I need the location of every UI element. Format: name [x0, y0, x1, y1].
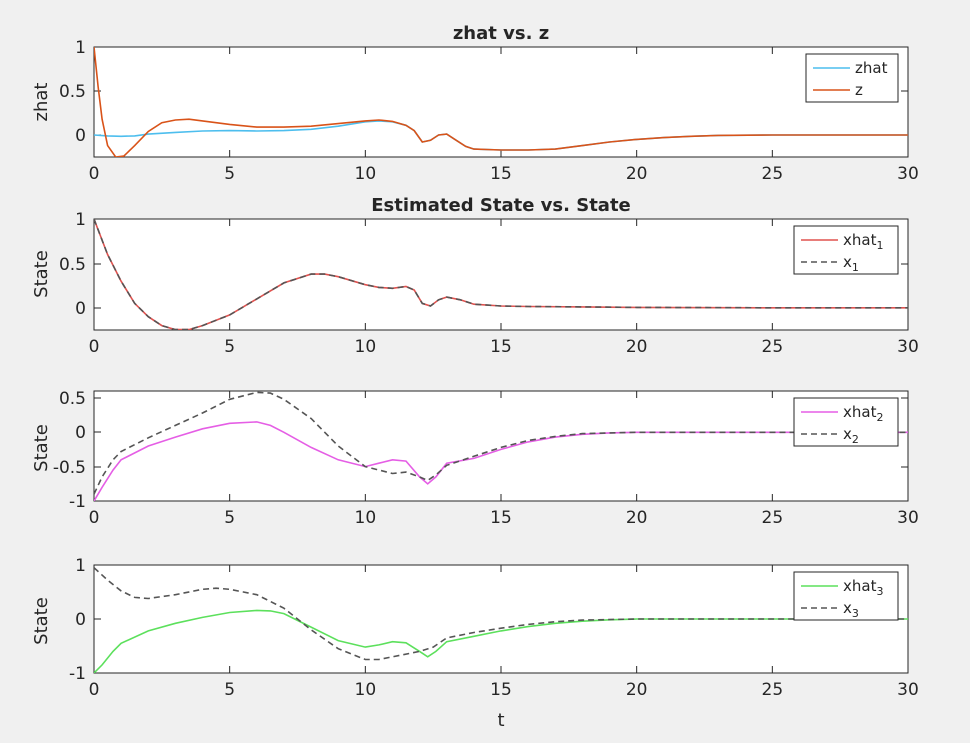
- legend-label: xhat2: [843, 403, 883, 424]
- y-tick-label: 0: [75, 126, 86, 146]
- y-tick-label: 0: [75, 299, 86, 319]
- x-tick-label: 20: [626, 164, 648, 184]
- chart-title: Estimated State vs. State: [371, 195, 631, 216]
- y-tick-label: -0.5: [53, 458, 86, 478]
- y-tick-label: 0.5: [59, 389, 86, 409]
- axes-box: [93, 390, 909, 502]
- legend-box: [805, 53, 899, 103]
- y-axis-label: State: [31, 250, 52, 298]
- x-tick-label: 15: [490, 164, 512, 184]
- y-tick-label: -1: [69, 664, 86, 684]
- series-line-x1: [94, 219, 908, 330]
- legend-label: xhat1: [843, 231, 883, 252]
- series-line-xhat3: [94, 609, 908, 673]
- subplot-1: zhat vs. z 0 5 10 15 20 25 30 1 0.5 0 zhat zhat z: [31, 23, 919, 184]
- x-tick-label: 5: [224, 164, 235, 184]
- legend-subscript: 2: [852, 433, 859, 446]
- legend-label: z: [855, 81, 863, 99]
- x-tick-label: 20: [626, 680, 648, 700]
- y-axis-label: zhat: [31, 83, 52, 122]
- x-tick-label: 25: [762, 164, 784, 184]
- x-tick-label: 30: [897, 337, 919, 357]
- x-tick-label: 10: [355, 337, 377, 357]
- y-tick-label: 0: [75, 610, 86, 630]
- x-tick-label: 10: [355, 164, 377, 184]
- x-axis-label: t: [497, 710, 504, 731]
- y-tick-label: 1: [75, 210, 86, 230]
- legend-box: [793, 397, 899, 447]
- legend-box: [793, 571, 899, 621]
- x-tick-label: 5: [224, 680, 235, 700]
- x-tick-label: 15: [490, 508, 512, 528]
- y-tick-label: 1: [75, 556, 86, 576]
- x-tick-label: 30: [897, 508, 919, 528]
- legend-label: xhat3: [843, 577, 883, 598]
- x-tick-label: 0: [89, 508, 100, 528]
- x-tick-label: 0: [89, 337, 100, 357]
- series-line-x2: [94, 391, 908, 495]
- x-tick-label: 10: [355, 508, 377, 528]
- legend-subscript: 3: [852, 607, 859, 620]
- x-tick-label: 30: [897, 680, 919, 700]
- legend: zhat z: [805, 53, 899, 103]
- axes-box: [93, 218, 909, 331]
- y-tick-label: 0.5: [59, 255, 86, 275]
- x-tick-label: 20: [626, 508, 648, 528]
- legend-subscript: 2: [876, 411, 883, 424]
- axes-box: [93, 46, 909, 158]
- legend-label: zhat: [855, 59, 888, 77]
- legend-subscript: 1: [876, 239, 883, 252]
- chart-title: zhat vs. z: [453, 23, 549, 44]
- x-tick-label: 15: [490, 337, 512, 357]
- y-tick-label: 1: [75, 38, 86, 58]
- y-tick-label: 0: [75, 423, 86, 443]
- x-tick-label: 0: [89, 680, 100, 700]
- series-line-z: [94, 47, 908, 157]
- y-axis-label: State: [31, 597, 52, 645]
- x-tick-label: 15: [490, 680, 512, 700]
- y-tick-label: -1: [69, 492, 86, 512]
- y-tick-label: 0.5: [59, 82, 86, 102]
- y-axis-label: State: [31, 424, 52, 472]
- x-tick-label: 25: [762, 508, 784, 528]
- legend-subscript: 3: [876, 585, 883, 598]
- legend-subscript: 1: [852, 261, 859, 274]
- x-tick-label: 10: [355, 680, 377, 700]
- x-tick-label: 25: [762, 680, 784, 700]
- x-tick-label: 25: [762, 337, 784, 357]
- x-tick-label: 20: [626, 337, 648, 357]
- series-line-x3: [94, 567, 908, 661]
- x-tick-label: 30: [897, 164, 919, 184]
- legend-box: [793, 225, 899, 275]
- x-tick-label: 5: [224, 508, 235, 528]
- x-tick-label: 0: [89, 164, 100, 184]
- x-tick-label: 5: [224, 337, 235, 357]
